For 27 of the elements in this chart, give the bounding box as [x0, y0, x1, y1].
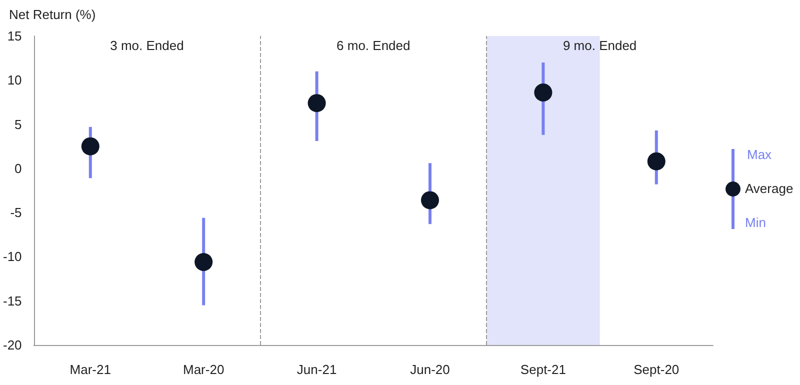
- text: Min: [745, 215, 766, 230]
- x-tick-label: Jun-20: [410, 362, 450, 377]
- y-tick-label: -5: [10, 205, 22, 220]
- point: [647, 152, 666, 170]
- y-tick-label: -20: [2, 338, 22, 352]
- y-axis-title: Net Return (%): [9, 7, 96, 22]
- point: [534, 84, 552, 102]
- x-tick-label: Mar-21: [70, 362, 111, 377]
- x-tick-label: Mar-20: [183, 362, 224, 377]
- text: Max: [747, 147, 772, 162]
- legend-label: Average: [745, 181, 794, 196]
- x-tick-label: Sept-20: [634, 362, 680, 377]
- y-tick-label: 0: [14, 160, 22, 176]
- annotation: 9 mo. Ended: [562, 38, 637, 53]
- x-tick-label: Sept-21: [520, 362, 566, 377]
- point: [81, 137, 100, 156]
- annotation: 3 mo. Ended: [110, 38, 184, 53]
- point: [308, 94, 326, 112]
- point: [194, 253, 213, 272]
- y-tick-label: -10: [2, 249, 22, 264]
- x-tick-label: Jun-21: [296, 362, 337, 377]
- y-tick-label: 5: [14, 116, 22, 132]
- y-tick-label: 10: [7, 72, 22, 88]
- y-tick-label: 15: [7, 28, 22, 44]
- point: [421, 191, 439, 210]
- y-tick-label: -15: [2, 293, 22, 308]
- annotation: 6 mo. Ended: [336, 38, 410, 53]
